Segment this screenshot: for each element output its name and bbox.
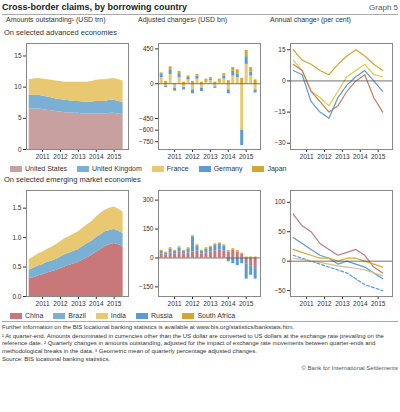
html-text:¹ At quarter-end. Amounts deno: ¹ At quarter-end. Amounts denominated in… bbox=[2, 332, 384, 354]
svg-text:2012: 2012 bbox=[53, 300, 68, 307]
svg-text:2014: 2014 bbox=[221, 300, 236, 307]
svg-text:10: 10 bbox=[14, 83, 22, 90]
svg-text:150: 150 bbox=[143, 225, 154, 232]
html-text:© Bank for International Settl: © Bank for International Settlements bbox=[301, 364, 398, 371]
svg-text:0.0: 0.0 bbox=[12, 293, 21, 300]
svg-text:2014: 2014 bbox=[353, 153, 368, 160]
svg-text:2011: 2011 bbox=[36, 153, 50, 160]
svg-text:0.5: 0.5 bbox=[12, 263, 21, 270]
svg-text:−600: −600 bbox=[139, 126, 154, 133]
svg-text:2014: 2014 bbox=[221, 153, 236, 160]
svg-text:2013: 2013 bbox=[203, 153, 218, 160]
svg-text:−450: −450 bbox=[139, 115, 154, 122]
svg-text:2012: 2012 bbox=[317, 300, 332, 307]
svg-text:2015: 2015 bbox=[107, 153, 122, 160]
html-text:Cross-border claims, by borrow: Cross-border claims, by borrowing countr… bbox=[2, 2, 187, 12]
html-text:United Kingdom: United Kingdom bbox=[92, 165, 142, 172]
svg-text:0: 0 bbox=[150, 254, 154, 261]
svg-text:2012: 2012 bbox=[185, 300, 200, 307]
svg-text:2012: 2012 bbox=[185, 153, 200, 160]
html-text:Further information on the BIS: Further information on the BIS locationa… bbox=[2, 324, 295, 330]
html-text:Annual change³ (per cent): Annual change³ (per cent) bbox=[270, 16, 351, 23]
svg-text:0: 0 bbox=[150, 80, 154, 87]
svg-text:2013: 2013 bbox=[335, 153, 350, 160]
svg-text:15: 15 bbox=[14, 52, 22, 59]
html-text:Russia: Russia bbox=[151, 312, 173, 319]
svg-text:2015: 2015 bbox=[239, 300, 254, 307]
svg-text:2015: 2015 bbox=[371, 300, 386, 307]
svg-text:2011: 2011 bbox=[300, 153, 314, 160]
html-text:Japan: Japan bbox=[267, 165, 287, 172]
svg-text:2015: 2015 bbox=[107, 300, 122, 307]
svg-text:15: 15 bbox=[278, 46, 286, 53]
html-text:Amounts outstanding¹ (USD trn): Amounts outstanding¹ (USD trn) bbox=[6, 16, 106, 23]
svg-text:2015: 2015 bbox=[239, 153, 254, 160]
svg-text:2013: 2013 bbox=[203, 300, 218, 307]
html-text:Germany: Germany bbox=[213, 165, 243, 172]
svg-text:2014: 2014 bbox=[89, 153, 104, 160]
svg-text:0: 0 bbox=[282, 77, 286, 84]
svg-text:2012: 2012 bbox=[317, 153, 332, 160]
svg-text:−750: −750 bbox=[139, 138, 154, 145]
html-text:Graph 5: Graph 5 bbox=[369, 3, 398, 12]
svg-text:300: 300 bbox=[143, 196, 154, 203]
html-text:India: India bbox=[110, 312, 126, 319]
svg-text:2011: 2011 bbox=[168, 300, 182, 307]
svg-text:2011: 2011 bbox=[300, 300, 314, 307]
svg-text:2013: 2013 bbox=[335, 300, 350, 307]
html-text:On selected advanced economies: On selected advanced economies bbox=[4, 28, 117, 37]
svg-text:0: 0 bbox=[282, 257, 286, 264]
html-text:On selected emerging market ec: On selected emerging market economies bbox=[4, 175, 141, 184]
html-text:China: China bbox=[25, 312, 44, 319]
html-text:Brazil: Brazil bbox=[68, 312, 86, 319]
svg-text:0: 0 bbox=[18, 146, 22, 153]
svg-text:2014: 2014 bbox=[89, 300, 104, 307]
html-text:France: France bbox=[166, 165, 189, 172]
svg-text:450: 450 bbox=[143, 45, 154, 52]
svg-text:−15: −15 bbox=[274, 108, 285, 115]
svg-text:−50: −50 bbox=[274, 287, 285, 294]
svg-text:100: 100 bbox=[275, 198, 286, 205]
svg-text:2011: 2011 bbox=[168, 153, 182, 160]
svg-text:2013: 2013 bbox=[71, 153, 86, 160]
html-text:Source: BIS locational banking: Source: BIS locational banking statistic… bbox=[2, 356, 111, 362]
html-text:Adjusted changes² (USD bn): Adjusted changes² (USD bn) bbox=[138, 16, 228, 23]
html-text:South Africa: South Africa bbox=[197, 312, 236, 319]
svg-text:2015: 2015 bbox=[371, 153, 386, 160]
svg-text:1.0: 1.0 bbox=[12, 234, 21, 241]
svg-text:2014: 2014 bbox=[353, 300, 368, 307]
svg-text:−150: −150 bbox=[139, 283, 154, 290]
svg-text:2012: 2012 bbox=[53, 153, 68, 160]
svg-text:50: 50 bbox=[278, 228, 286, 235]
svg-text:−30: −30 bbox=[274, 139, 285, 146]
svg-text:5: 5 bbox=[18, 114, 22, 121]
svg-text:2013: 2013 bbox=[71, 300, 86, 307]
svg-text:2011: 2011 bbox=[36, 300, 50, 307]
html-text:United States: United States bbox=[25, 165, 67, 172]
svg-text:1.5: 1.5 bbox=[12, 204, 21, 211]
